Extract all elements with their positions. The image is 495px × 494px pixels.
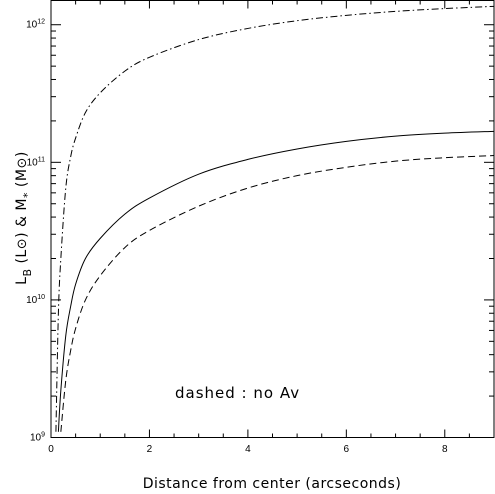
series-line-dashed [60,155,495,432]
series-line-dashdot [55,5,495,432]
x-tick-label: 4 [245,444,251,455]
y-tick-label: 1011 [27,156,45,168]
x-tick-label: 2 [147,444,153,455]
y-tick-label: 109 [30,432,45,444]
series-line-solid [57,130,495,432]
x-axis-label: Distance from center (arcseconds) [143,476,402,492]
plot-frame [50,0,495,438]
series-group [55,5,495,432]
x-ticks: 0 2 4 6 8 [48,0,495,455]
x-tick-label: 8 [442,444,448,455]
y-ticks: 109 1010 1011 1012 [26,19,494,444]
x-tick-label: 6 [344,444,350,455]
y-tick-label: 1012 [26,19,45,31]
y-axis-label: LB (L⊙) & M* (M⊙) [14,151,34,285]
x-tick-label: 0 [48,444,54,455]
annotation-label: dashed : no Av [175,384,300,402]
y-tick-label: 1010 [26,294,45,306]
